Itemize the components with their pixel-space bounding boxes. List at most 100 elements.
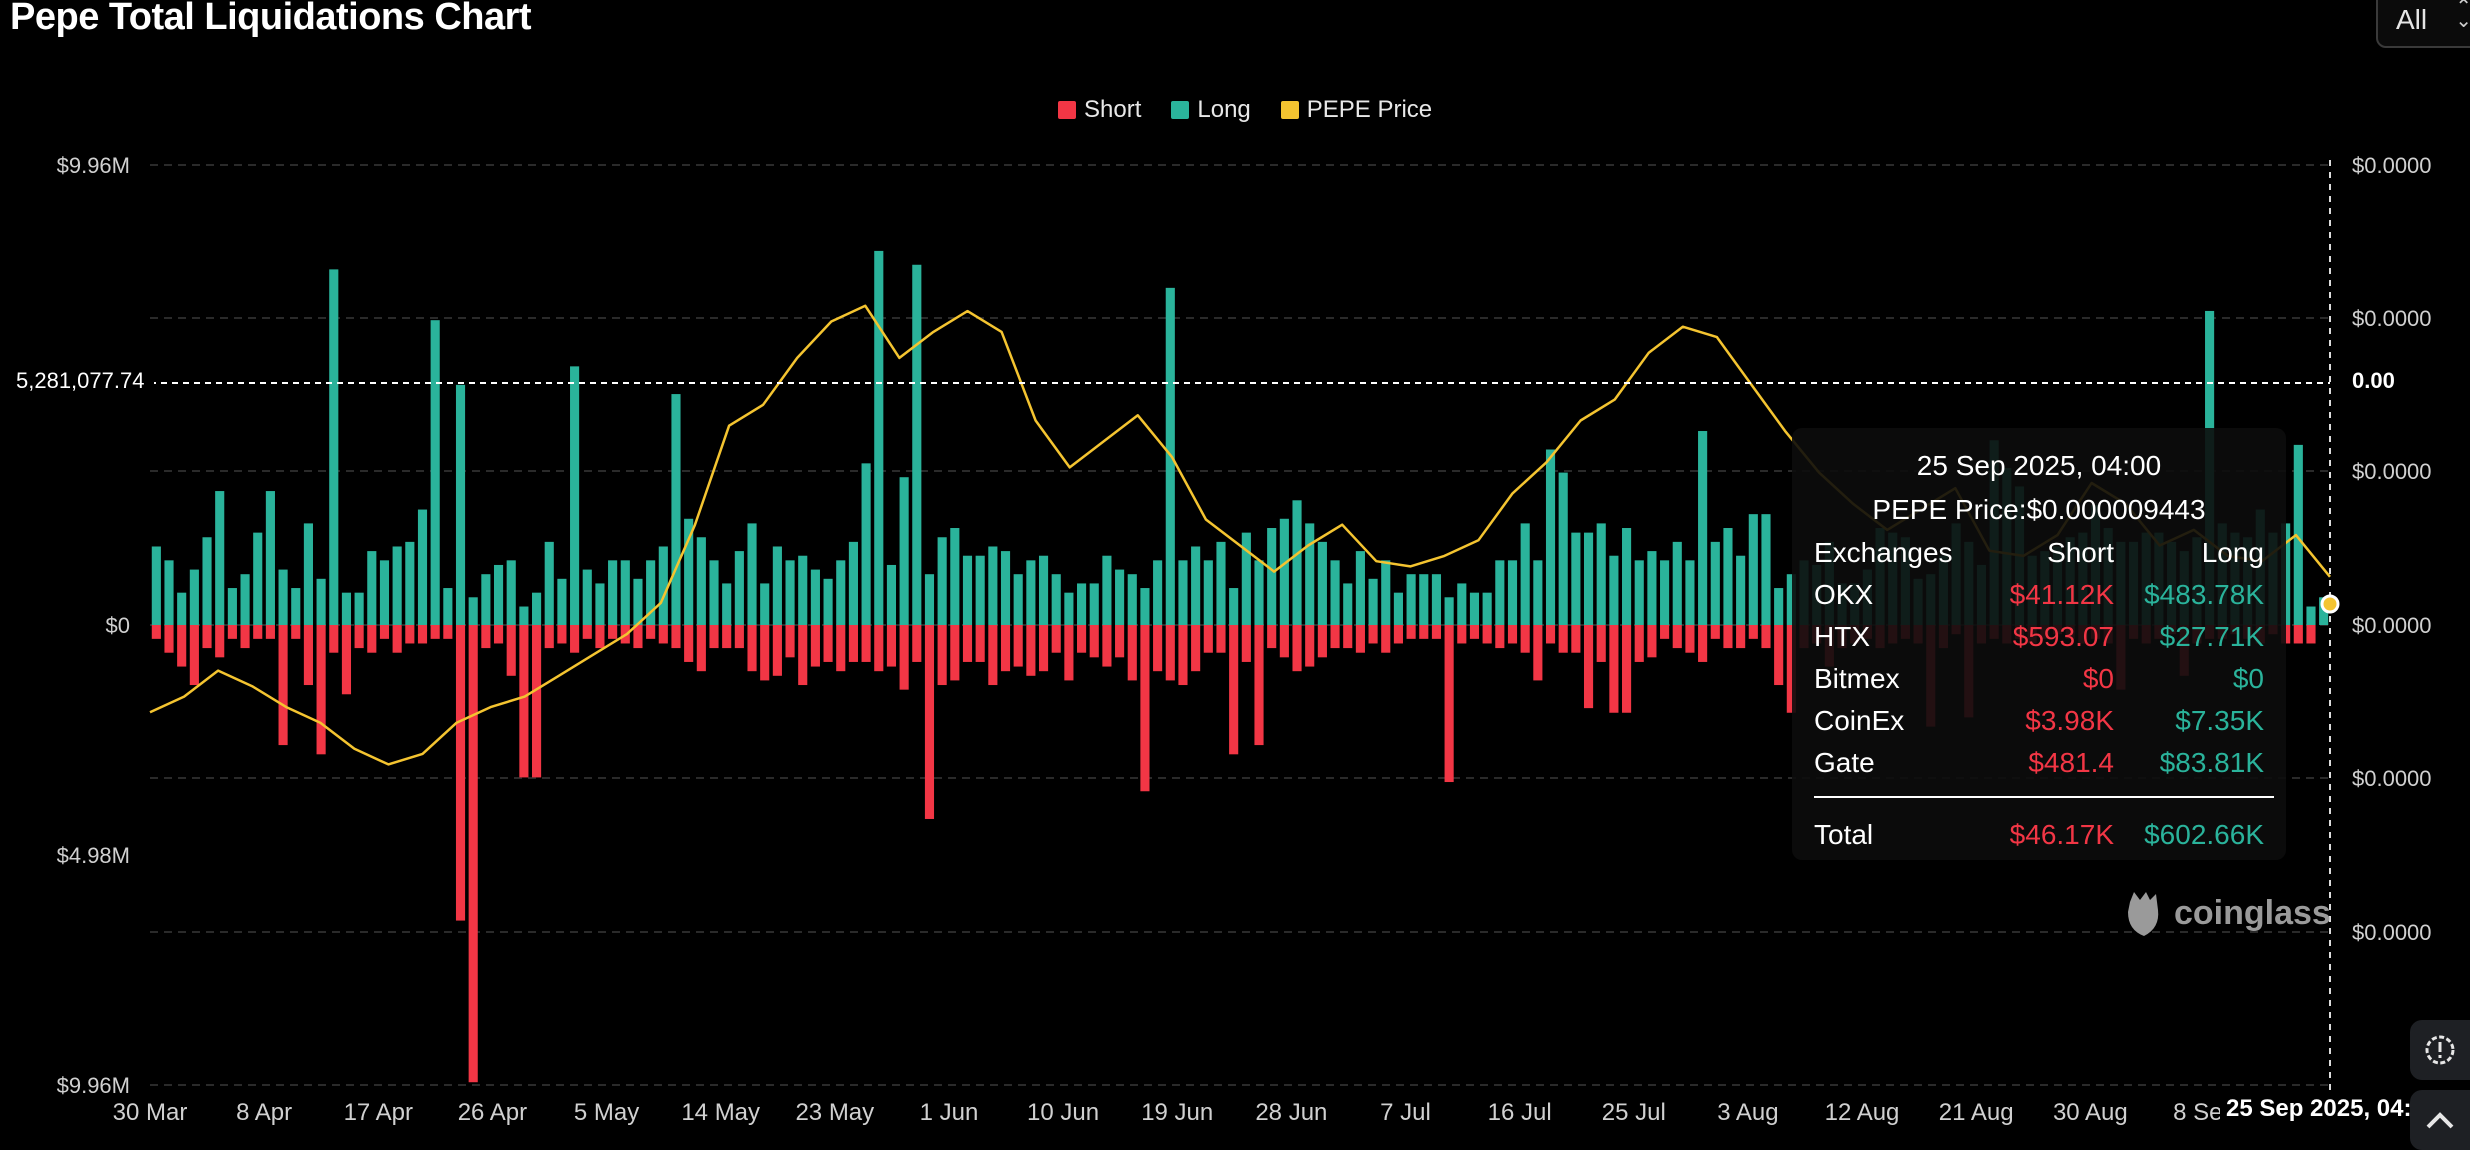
long-bar — [341, 592, 352, 625]
long-bar — [722, 583, 732, 625]
short-bar — [1368, 625, 1378, 644]
long-bar — [570, 366, 580, 625]
crosshair-left-value: 5,281,077.74 — [6, 364, 155, 398]
long-bar — [1292, 500, 1302, 625]
long-bar — [303, 523, 313, 625]
long-bar — [1203, 560, 1213, 625]
long-bar — [1343, 583, 1353, 625]
short-bar — [874, 625, 884, 672]
short-bar — [1089, 625, 1099, 658]
long-bar — [177, 592, 187, 625]
short-bar — [2306, 625, 2316, 644]
long-bar — [1229, 588, 1239, 625]
legend-item-price[interactable]: PEPE Price — [1280, 96, 1432, 124]
long-bar — [1723, 528, 1733, 625]
long-bar — [2319, 597, 2329, 625]
long-bar — [2306, 606, 2316, 625]
long-bar — [557, 578, 567, 625]
tooltip-short: $3.98K — [2025, 705, 2114, 736]
tooltip-total-row: Total $46.17K $602.66K — [1814, 814, 2264, 856]
long-bar — [1127, 574, 1137, 625]
long-bar — [1748, 514, 1758, 625]
short-bar — [1698, 625, 1708, 662]
short-bar — [798, 625, 808, 686]
tooltip-row: HTX $593.07 $27.71K — [1814, 616, 2264, 658]
long-bar — [1368, 578, 1378, 625]
short-bar — [1457, 625, 1467, 644]
tooltip-date: 25 Sep 2025, 04:00 — [1916, 450, 2162, 481]
short-bar — [646, 625, 656, 639]
x-tick-label: 12 Aug — [1825, 1099, 1900, 1126]
long-bar — [2293, 444, 2303, 625]
long-bar — [608, 560, 618, 625]
long-bar — [1609, 555, 1619, 625]
tooltip-row: CoinEx $3.98K $7.35K — [1814, 700, 2264, 742]
short-bar — [329, 625, 339, 653]
scroll-top-button[interactable] — [2410, 1090, 2470, 1150]
short-bar — [1241, 625, 1251, 662]
x-tick-label: 7 Jul — [1380, 1099, 1431, 1126]
tooltip-total-long: $602.66K — [2144, 819, 2264, 850]
x-tick-label: 3 Aug — [1717, 1099, 1778, 1126]
short-bar — [1736, 625, 1746, 649]
x-tick-label: 1 Jun — [920, 1099, 979, 1126]
legend-item-long[interactable]: Long — [1171, 96, 1251, 124]
long-bar — [1431, 574, 1442, 625]
long-bar — [899, 477, 909, 625]
short-bar — [988, 625, 998, 686]
short-bar — [265, 625, 275, 639]
short-bar — [836, 625, 846, 672]
long-bar — [1520, 523, 1530, 625]
long-bar — [1089, 583, 1099, 625]
long-bar — [1736, 555, 1746, 625]
long-bar — [1317, 541, 1327, 625]
long-bar — [1406, 574, 1416, 625]
short-bar — [1609, 625, 1619, 713]
long-bar — [1077, 583, 1087, 625]
x-tick-label: 21 Aug — [1939, 1099, 2014, 1126]
long-bar — [1533, 560, 1543, 625]
short-bar — [747, 625, 757, 672]
alert-settings-button[interactable] — [2410, 1020, 2470, 1080]
long-bar — [1786, 574, 1796, 625]
legend-item-short[interactable]: Short — [1058, 96, 1141, 124]
long-bar — [696, 537, 706, 625]
alert-gear-icon — [2425, 1035, 2455, 1065]
x-tick-label: 23 May — [795, 1099, 874, 1126]
long-bar — [519, 606, 529, 625]
short-bar — [177, 625, 187, 667]
long-bar — [836, 560, 846, 625]
long-bar — [1305, 523, 1315, 625]
coinglass-watermark: coinglass — [2120, 888, 2331, 938]
legend-swatch-long — [1171, 101, 1190, 119]
short-bar — [1583, 625, 1594, 709]
short-bar — [608, 625, 618, 639]
short-bar — [2293, 625, 2303, 644]
range-select-value: All — [2396, 4, 2428, 35]
chevron-updown-icon: ⌃ ⌄ — [2455, 0, 2470, 32]
long-bar — [912, 264, 922, 625]
short-bar — [202, 625, 212, 649]
long-bar — [874, 250, 884, 625]
short-bar — [417, 625, 428, 644]
tooltip-short: $0 — [2082, 663, 2114, 694]
short-bar — [519, 625, 529, 778]
long-bar — [1545, 449, 1556, 625]
x-tick-label: 30 Aug — [2053, 1099, 2128, 1126]
short-bar — [899, 625, 909, 690]
range-select[interactable]: All ⌃ ⌄ — [2376, 0, 2470, 48]
long-bar — [215, 491, 225, 625]
y-tick-left: $0 — [106, 613, 130, 638]
x-tick-label: 17 Apr — [344, 1099, 413, 1126]
long-bar — [785, 560, 795, 625]
price-cursor-dot — [2320, 594, 2340, 614]
short-bar — [1507, 625, 1518, 644]
tooltip-short: $41.12K — [2009, 579, 2114, 610]
long-bar — [1482, 592, 1492, 625]
long-bar — [1102, 555, 1112, 625]
long-bar — [265, 491, 275, 625]
short-bar — [722, 625, 732, 649]
short-bar — [1393, 625, 1403, 644]
long-bar — [278, 569, 288, 625]
long-bar — [658, 546, 668, 625]
